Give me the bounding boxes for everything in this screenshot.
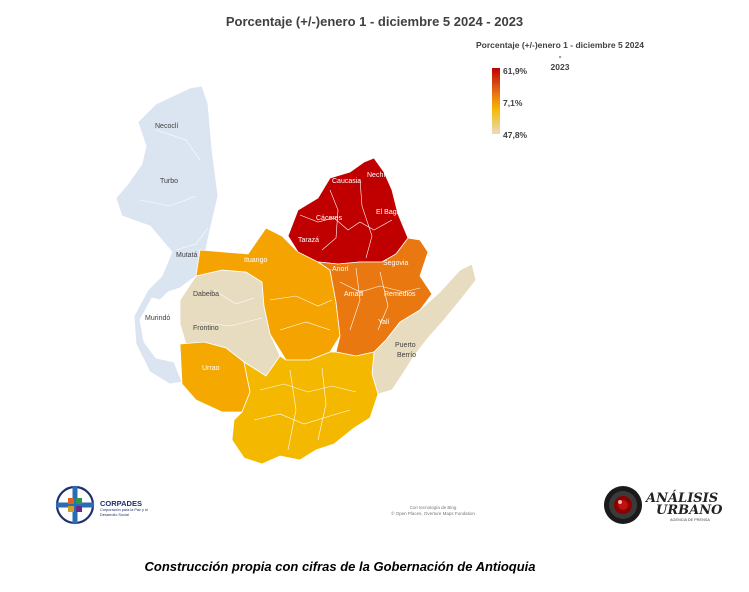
analisis-urbano-subtitle: AGENCIA DE PRENSA bbox=[670, 518, 710, 522]
label-puerto-berrio: Puerto Berrío bbox=[395, 342, 418, 359]
label-caceres: Cáceres bbox=[316, 215, 343, 222]
label-turbo: Turbo bbox=[160, 178, 178, 185]
municipal-borders bbox=[139, 129, 421, 451]
label-caucasia: Caucasia bbox=[332, 178, 361, 185]
label-taraza: Tarazá bbox=[298, 237, 319, 244]
label-segovia: Segovia bbox=[383, 260, 408, 267]
region-centro-sur[interactable] bbox=[231, 351, 379, 465]
corpades-logo-icon bbox=[55, 485, 95, 525]
analisis-urbano-name-line1: ANÁLISIS bbox=[646, 491, 719, 506]
legend-color-scale bbox=[492, 68, 500, 134]
label-berrio: Berrío bbox=[397, 352, 416, 359]
region-labels: Necoclí Turbo Mutatá Murindó Dabeiba Fro… bbox=[145, 123, 219, 332]
region-magdalena-medio[interactable] bbox=[371, 263, 477, 395]
map-title: Porcentaje (+/-)enero 1 - diciembre 5 20… bbox=[225, 14, 524, 29]
legend-mid-label: 7,1% bbox=[503, 98, 523, 108]
label-necocli: Necoclí bbox=[155, 123, 178, 130]
label-amalfi: Amalfi bbox=[344, 291, 364, 298]
camera-lens-icon bbox=[604, 486, 642, 524]
label-ituango: Ituango bbox=[244, 257, 267, 264]
legend-min-label: 47,8% bbox=[503, 130, 528, 140]
label-nechi: Nechí bbox=[367, 172, 385, 179]
corpades-subtitle: Corporación para la Paz y el Desarrollo … bbox=[100, 508, 148, 517]
legend-title-line1: Porcentaje (+/-)enero 1 - diciembre 5 20… bbox=[476, 40, 644, 61]
map-credit-line2: © Open Places, Overture Maps Fundation bbox=[391, 511, 475, 516]
legend-title: Porcentaje (+/-)enero 1 - diciembre 5 20… bbox=[476, 40, 644, 73]
label-dabeiba: Dabeiba bbox=[193, 291, 219, 298]
legend-max-label: 61,9% bbox=[503, 66, 528, 76]
label-murindo: Murindó bbox=[145, 315, 170, 322]
map-credit: Con tecnología de Bing © Open Places, Ov… bbox=[378, 505, 488, 517]
region-labels-light: Urrao Ituango Tarazá Cáceres Caucasia Ne… bbox=[202, 172, 416, 372]
legend-title-line2: 2023 bbox=[550, 62, 570, 72]
region-nordeste[interactable] bbox=[317, 237, 433, 357]
label-el-bagre: El Bagre bbox=[376, 209, 403, 216]
label-frontino: Frontino bbox=[193, 325, 219, 332]
label-urrao: Urrao bbox=[202, 365, 220, 372]
corpades-name: CORPADES bbox=[100, 499, 142, 508]
label-remedios: Remedios bbox=[384, 291, 416, 298]
label-anori: Anorí bbox=[332, 266, 349, 273]
label-mutata: Mutatá bbox=[176, 252, 198, 259]
map-credit-line1: Con tecnología de Bing bbox=[409, 505, 457, 510]
analisis-urbano-name-line2: URBANO bbox=[656, 503, 723, 518]
label-yali: Yalí bbox=[378, 319, 390, 326]
label-puerto: Puerto bbox=[395, 342, 416, 349]
source-caption: Construcción propia con cifras de la Gob… bbox=[144, 559, 536, 574]
